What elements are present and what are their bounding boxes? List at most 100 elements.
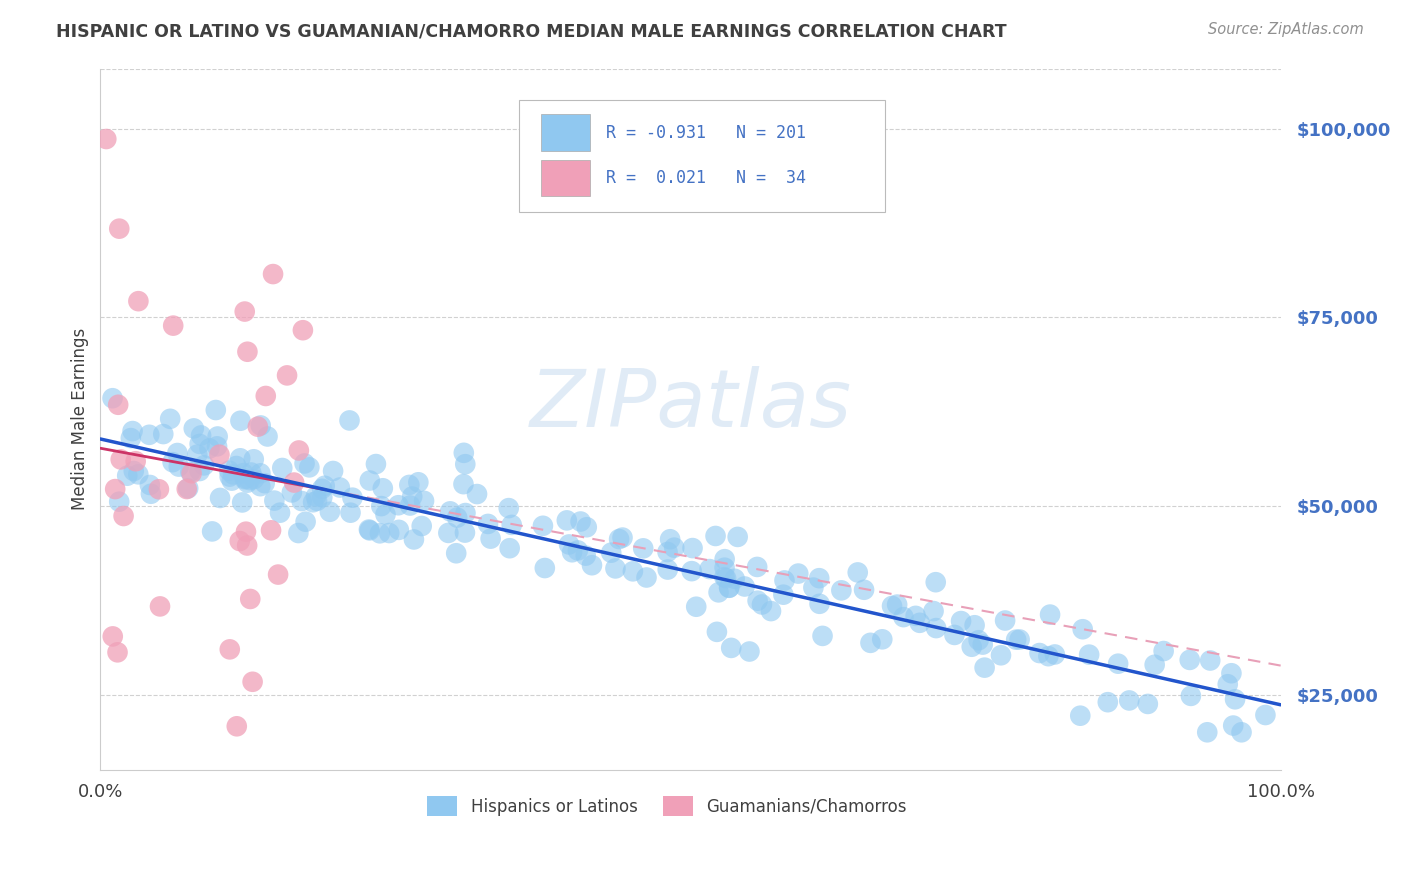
Point [359, 524, 381, 538]
Point [664, 541, 686, 555]
Point [1222, 718, 1244, 732]
Point [246, 419, 269, 434]
Point [201, 524, 224, 539]
Point [1254, 708, 1277, 723]
Point [759, 604, 782, 618]
Point [830, 583, 852, 598]
Point [236, 344, 259, 359]
Point [747, 560, 769, 574]
Point [581, 558, 603, 573]
Point [575, 520, 598, 534]
Point [188, 437, 211, 451]
FancyBboxPatch shape [540, 114, 591, 151]
Point [138, 427, 160, 442]
Point [398, 478, 420, 492]
Point [359, 474, 381, 488]
Point [127, 467, 149, 482]
Point [1230, 725, 1253, 739]
Point [707, 585, 730, 599]
Point [1038, 649, 1060, 664]
Point [221, 474, 243, 488]
Point [1216, 677, 1239, 691]
Point [607, 532, 630, 546]
Point [718, 581, 741, 595]
Point [186, 448, 208, 462]
Point [411, 519, 433, 533]
Point [772, 588, 794, 602]
Point [499, 541, 522, 556]
Point [714, 571, 737, 585]
Point [1005, 632, 1028, 647]
Point [249, 418, 271, 433]
Point [567, 543, 589, 558]
Point [1107, 657, 1129, 671]
Point [600, 546, 623, 560]
Point [269, 506, 291, 520]
Text: ZIPatlas: ZIPatlas [530, 367, 852, 444]
Point [1043, 648, 1066, 662]
Point [162, 455, 184, 469]
Point [990, 648, 1012, 663]
Point [808, 597, 831, 611]
Point [1078, 648, 1101, 662]
Point [904, 608, 927, 623]
Point [925, 575, 948, 590]
Point [107, 398, 129, 412]
Point [232, 467, 254, 481]
Point [657, 563, 679, 577]
Point [122, 464, 145, 478]
Point [724, 572, 747, 586]
Point [501, 517, 523, 532]
Point [307, 493, 329, 508]
Point [235, 524, 257, 539]
Point [973, 660, 995, 674]
Point [231, 495, 253, 509]
Point [704, 529, 727, 543]
Point [454, 506, 477, 520]
Text: Source: ZipAtlas.com: Source: ZipAtlas.com [1208, 22, 1364, 37]
Point [276, 368, 298, 383]
Point [339, 413, 361, 427]
FancyBboxPatch shape [540, 160, 591, 196]
Point [657, 545, 679, 559]
Point [773, 574, 796, 588]
Point [706, 624, 728, 639]
Point [720, 640, 742, 655]
Point [96, 132, 118, 146]
Point [1118, 693, 1140, 707]
Point [149, 599, 172, 614]
Point [880, 599, 903, 613]
Point [208, 448, 231, 462]
Point [183, 421, 205, 435]
Point [159, 412, 181, 426]
Point [713, 560, 735, 574]
Point [631, 541, 654, 556]
Point [291, 323, 314, 337]
Point [408, 475, 430, 490]
Point [339, 506, 361, 520]
Point [125, 454, 148, 468]
Point [1136, 697, 1159, 711]
Point [1223, 692, 1246, 706]
Point [218, 464, 240, 478]
Point [242, 452, 264, 467]
Point [218, 469, 240, 483]
Point [659, 533, 682, 547]
Point [859, 636, 882, 650]
Point [1199, 653, 1222, 667]
Point [148, 483, 170, 497]
Point [322, 464, 344, 478]
Point [225, 719, 247, 733]
Point [1220, 666, 1243, 681]
Point [718, 581, 741, 595]
Point [236, 539, 259, 553]
Point [960, 640, 983, 654]
Point [139, 487, 162, 501]
Point [1097, 695, 1119, 709]
Point [115, 468, 138, 483]
Point [612, 531, 634, 545]
Point [120, 431, 142, 445]
Text: R =  0.021   N =  34: R = 0.021 N = 34 [606, 169, 806, 187]
Point [222, 467, 245, 482]
Point [167, 459, 190, 474]
